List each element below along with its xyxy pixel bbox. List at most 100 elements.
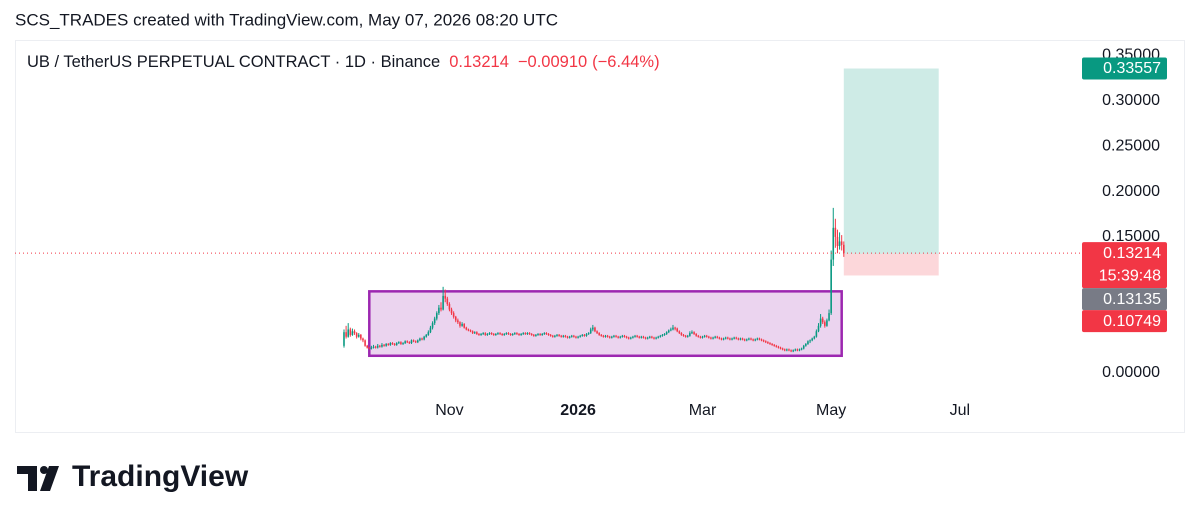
candle-body bbox=[809, 340, 811, 342]
candle-body bbox=[716, 336, 719, 338]
candle-body bbox=[444, 295, 447, 299]
y-tick-label: 0.00000 bbox=[1102, 364, 1160, 381]
candle-body bbox=[351, 331, 354, 335]
candle-body bbox=[446, 298, 449, 305]
candle-body bbox=[497, 333, 499, 335]
candle-body bbox=[503, 334, 506, 335]
candle-body bbox=[815, 331, 818, 337]
header: SCS_TRADES created with TradingView.com,… bbox=[15, 10, 558, 29]
candle-body bbox=[526, 333, 529, 335]
candle-body bbox=[783, 349, 786, 351]
candle-body bbox=[400, 342, 402, 344]
candle-body bbox=[807, 341, 809, 344]
candle-body bbox=[838, 241, 841, 246]
candle-body bbox=[594, 327, 596, 332]
candle-body bbox=[686, 335, 689, 337]
candle-body bbox=[670, 329, 672, 331]
y-tick-label: 0.25000 bbox=[1102, 137, 1160, 154]
candle-body bbox=[589, 329, 592, 334]
candle-body bbox=[579, 335, 581, 337]
candle-body bbox=[478, 334, 480, 335]
candle-body bbox=[653, 337, 655, 339]
change-percent: (−6.44%) bbox=[592, 53, 659, 71]
candle-body bbox=[826, 320, 828, 326]
candle-body bbox=[575, 336, 577, 338]
candle-body bbox=[549, 334, 552, 336]
candle-body bbox=[514, 333, 516, 335]
candle-body bbox=[524, 333, 527, 335]
candle-body bbox=[691, 332, 693, 334]
footer-brand: TradingView bbox=[72, 460, 249, 493]
candle-body bbox=[442, 295, 444, 310]
candle-body bbox=[741, 338, 744, 340]
candle-body bbox=[554, 335, 556, 337]
candle-body bbox=[505, 333, 508, 335]
price-badge bbox=[1082, 310, 1167, 333]
candle-body bbox=[648, 336, 651, 338]
candle-body bbox=[743, 339, 746, 341]
candle-body bbox=[792, 350, 794, 352]
candle-body bbox=[520, 334, 522, 335]
candle-body bbox=[431, 323, 434, 328]
candle-body bbox=[754, 339, 757, 341]
candle-body bbox=[802, 345, 805, 349]
candle-body bbox=[376, 345, 379, 348]
candle-body bbox=[402, 343, 404, 345]
candle-body bbox=[545, 333, 548, 335]
candle-body bbox=[387, 343, 390, 345]
candle-body bbox=[811, 338, 813, 341]
candle-body bbox=[372, 346, 375, 348]
candle-body bbox=[674, 327, 676, 329]
candle-body bbox=[840, 241, 843, 245]
candle-body bbox=[790, 350, 792, 352]
candle-body bbox=[722, 338, 725, 340]
candle-body bbox=[551, 335, 554, 337]
candle-body bbox=[773, 344, 776, 346]
candle-body bbox=[828, 313, 830, 321]
candle-body bbox=[611, 336, 613, 338]
candle-body bbox=[419, 338, 421, 341]
candle-body bbox=[583, 334, 586, 336]
candle-body bbox=[731, 338, 733, 340]
candle-body bbox=[767, 342, 769, 344]
candle-body bbox=[425, 334, 428, 337]
candle-body bbox=[735, 337, 738, 339]
candle-body bbox=[760, 339, 763, 341]
candle-body bbox=[488, 333, 491, 335]
candle-body bbox=[509, 334, 512, 335]
candle-body bbox=[408, 342, 411, 344]
candle-body bbox=[712, 337, 714, 339]
candle-body bbox=[543, 333, 546, 335]
candle-body bbox=[374, 346, 377, 348]
chart-title: UB / TetherUS PERPETUAL CONTRACT · 1D · … bbox=[27, 53, 440, 71]
candle-body bbox=[805, 343, 807, 346]
candle-body bbox=[632, 336, 634, 338]
candle-body bbox=[739, 338, 742, 340]
candle-body bbox=[630, 337, 632, 339]
candle-body bbox=[779, 347, 782, 349]
candle-body bbox=[566, 336, 569, 338]
candle-body bbox=[727, 337, 729, 339]
range-box bbox=[368, 290, 843, 358]
candle-body bbox=[532, 334, 535, 336]
logo-mark bbox=[17, 466, 59, 491]
candle-body bbox=[581, 334, 584, 336]
candle-body bbox=[710, 337, 712, 339]
candle-body bbox=[764, 341, 767, 343]
candle-body bbox=[433, 318, 436, 324]
candle-body bbox=[651, 336, 653, 338]
candle-body bbox=[454, 316, 457, 321]
candle-body bbox=[693, 332, 695, 334]
candle-body bbox=[762, 340, 765, 342]
candle-body bbox=[708, 336, 710, 338]
candle-body bbox=[680, 333, 683, 335]
candle-body bbox=[507, 333, 510, 335]
candle-body bbox=[469, 330, 472, 332]
price-badges: 0.33557 0.13214 15:39:48 0.13135 0.10749 bbox=[1082, 57, 1167, 333]
candle-body bbox=[343, 332, 345, 346]
candle-body bbox=[798, 349, 801, 351]
candle-body bbox=[640, 336, 643, 338]
candle-body bbox=[457, 320, 459, 323]
price-badge-label: 0.33557 bbox=[1103, 60, 1161, 77]
candle-body bbox=[364, 340, 366, 346]
